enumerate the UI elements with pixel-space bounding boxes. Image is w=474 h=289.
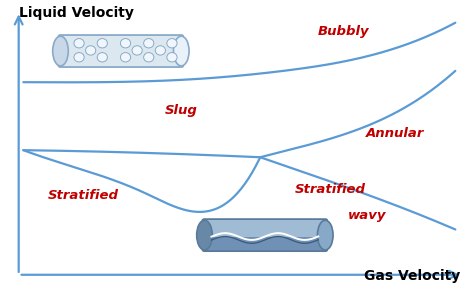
Ellipse shape: [197, 220, 212, 250]
Text: Liquid Velocity: Liquid Velocity: [18, 6, 134, 20]
Bar: [204, 220, 325, 236]
Ellipse shape: [120, 38, 131, 48]
Text: wavy: wavy: [348, 209, 386, 222]
Text: Bubbly: Bubbly: [318, 25, 370, 38]
Ellipse shape: [74, 38, 84, 48]
Ellipse shape: [132, 46, 142, 55]
Ellipse shape: [167, 38, 177, 48]
Ellipse shape: [120, 53, 131, 62]
Ellipse shape: [318, 220, 333, 250]
Text: Slug: Slug: [165, 104, 198, 117]
Ellipse shape: [86, 46, 96, 55]
FancyBboxPatch shape: [202, 219, 327, 251]
Ellipse shape: [155, 46, 165, 55]
Ellipse shape: [144, 38, 154, 48]
Text: Gas Velocity: Gas Velocity: [364, 269, 460, 283]
Text: Annular: Annular: [366, 127, 424, 140]
FancyBboxPatch shape: [59, 35, 183, 67]
Text: Stratified: Stratified: [294, 183, 365, 196]
Ellipse shape: [97, 53, 108, 62]
Ellipse shape: [144, 53, 154, 62]
Ellipse shape: [53, 36, 68, 66]
Text: Stratified: Stratified: [48, 189, 119, 202]
Ellipse shape: [97, 38, 108, 48]
Ellipse shape: [167, 53, 177, 62]
Ellipse shape: [173, 36, 189, 66]
Ellipse shape: [74, 53, 84, 62]
